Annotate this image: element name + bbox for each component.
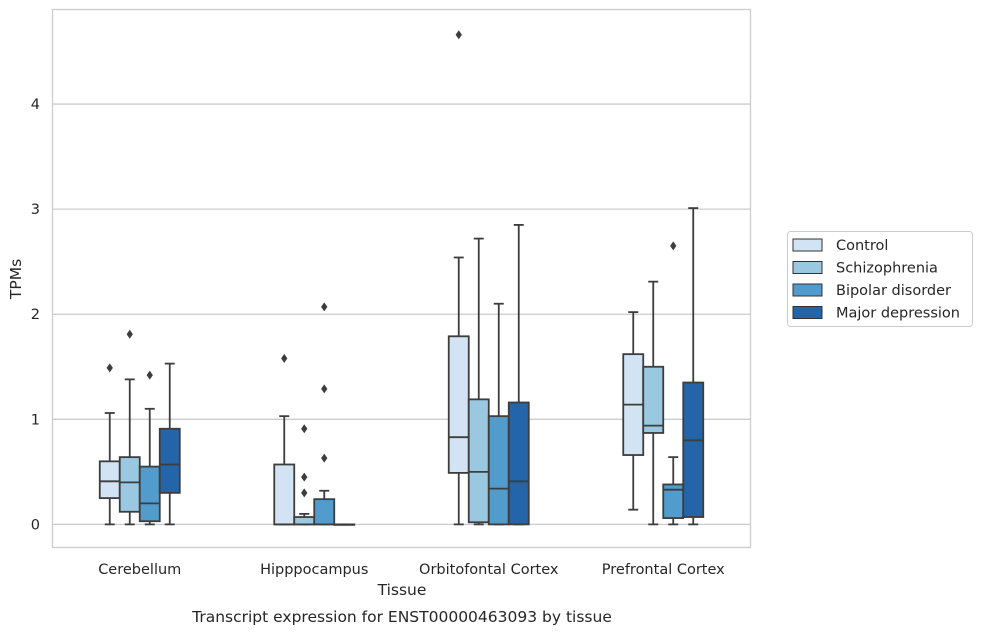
box-major-depression (682, 207, 705, 526)
y-tick-label: 2 (31, 307, 40, 323)
outlier-point (321, 453, 328, 463)
outlier-point (106, 363, 113, 373)
outlier-point (455, 30, 462, 40)
box-iqr (138, 465, 161, 523)
x-tick-label: Orbitofontal Cortex (419, 562, 559, 578)
box-iqr (313, 498, 336, 526)
box-major-depression (507, 224, 530, 526)
x-tick-label: Cerebellum (98, 562, 181, 578)
box-schizophrenia (467, 237, 490, 526)
legend-swatch (792, 238, 823, 252)
outlier-point (301, 488, 308, 498)
box-schizophrenia (642, 280, 665, 526)
box-schizophrenia (118, 329, 141, 526)
box-bipolar-disorder (138, 370, 161, 526)
outlier-point (126, 329, 133, 339)
chart-caption: Transcript expression for ENST0000046309… (191, 608, 612, 626)
y-tick-labels: 0 1 2 3 4 (31, 97, 40, 533)
box-iqr (293, 516, 316, 526)
box-control (98, 363, 121, 526)
legend-label: Major depression (836, 306, 960, 322)
box-iqr (273, 463, 296, 526)
box-iqr (467, 398, 490, 524)
grid-lines (52, 103, 751, 526)
x-tick-labels: Cerebellum Hipppocampus Orbitofontal Corte… (98, 562, 725, 578)
legend-swatch (792, 283, 823, 297)
box-control (273, 353, 296, 526)
y-tick-label: 0 (31, 517, 40, 533)
box-major-depression (333, 523, 356, 526)
outlier-point (321, 302, 328, 312)
box-control (622, 311, 645, 511)
x-axis-label: Tissue (377, 581, 427, 599)
box-iqr (98, 460, 121, 500)
x-tick-label: Prefrontal Cortex (602, 562, 725, 578)
legend-label: Bipolar disorder (836, 283, 951, 299)
outlier-point (146, 370, 153, 380)
box-iqr (507, 401, 530, 526)
y-tick-label: 3 (31, 202, 40, 218)
box-bipolar-disorder (313, 302, 336, 526)
legend-swatch (792, 261, 823, 274)
legend-frame (787, 231, 973, 327)
legend-label: Schizophrenia (836, 261, 938, 277)
x-tick-label: Hipppocampus (260, 562, 368, 578)
box-iqr (447, 335, 470, 474)
outlier-point (281, 353, 288, 363)
box-iqr (487, 415, 510, 526)
box-schizophrenia (293, 424, 316, 526)
box-bipolar-disorder (487, 302, 510, 526)
y-tick-label: 4 (31, 97, 40, 113)
box-iqr (158, 427, 181, 494)
outlier-point (301, 472, 308, 482)
legend: Control Schizophrenia Bipolar disorder Majo… (787, 231, 973, 327)
outlier-point (670, 241, 677, 251)
plot-area-frame (51, 8, 752, 549)
box-major-depression (158, 362, 181, 526)
box-bipolar-disorder (662, 241, 685, 526)
box-iqr (118, 456, 141, 513)
box-plots (98, 30, 705, 526)
legend-label: Control (836, 238, 888, 254)
y-tick-label: 1 (31, 412, 40, 428)
outlier-point (321, 384, 328, 394)
y-axis-label: TPMs (7, 259, 25, 300)
box-iqr (642, 365, 665, 434)
outlier-point (301, 424, 308, 434)
legend-swatch (792, 306, 823, 319)
box-iqr (682, 381, 705, 518)
